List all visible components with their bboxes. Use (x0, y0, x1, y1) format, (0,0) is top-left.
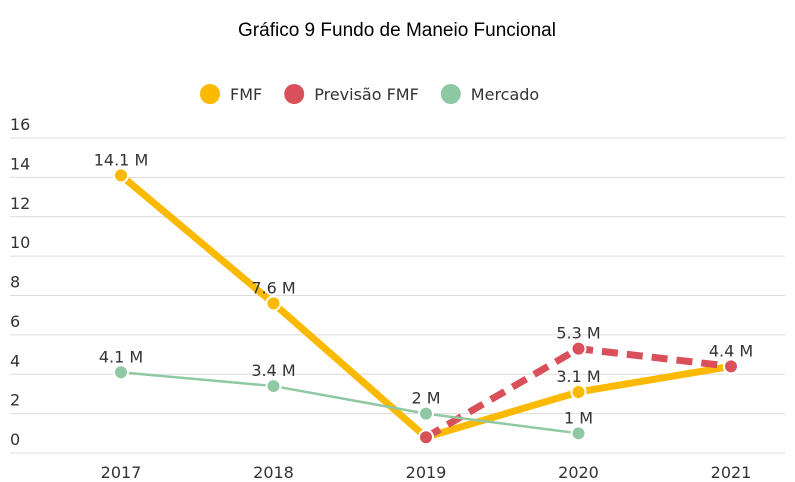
y-tick-label: 2 (10, 391, 20, 410)
point (265, 295, 282, 312)
point (418, 429, 434, 446)
legend-marker (284, 84, 305, 104)
point (570, 383, 587, 400)
y-tick-label: 14 (10, 154, 30, 173)
x-tick-label: 2021 (711, 463, 752, 482)
line (120, 371, 579, 435)
y-tick-label: 8 (10, 273, 20, 292)
y-tick-label: 4 (10, 351, 20, 370)
legend-label: Previsão FMF (314, 85, 419, 104)
point (113, 364, 129, 381)
y-tick-label: 12 (10, 194, 30, 213)
y-tick-label: 10 (10, 233, 30, 252)
legend-marker (200, 84, 220, 104)
data-label: 4.4 M (709, 341, 753, 360)
point (418, 405, 434, 422)
x-tick-label: 2018 (253, 463, 294, 482)
point (113, 167, 129, 184)
legend-marker (440, 84, 461, 104)
chart-title: Gráfico 9 Fundo de Maneio Funcional (238, 20, 556, 41)
point (570, 425, 587, 442)
legend-label: FMF (230, 85, 262, 104)
y-tick-label: 0 (10, 430, 20, 449)
data-label: 3.4 M (251, 361, 295, 380)
data-label: 2 M (411, 389, 440, 408)
x-tick-label: 2019 (406, 463, 447, 482)
data-label: 5.3 M (556, 324, 600, 343)
y-tick-label: 6 (10, 312, 20, 331)
legend-label: Mercado (471, 85, 539, 104)
x-tick-label: 2017 (101, 463, 142, 482)
point (265, 378, 282, 395)
x-tick-label: 2020 (558, 463, 599, 482)
data-label: 7.6 M (251, 278, 295, 297)
data-label: 4.1 M (99, 347, 143, 366)
point (723, 358, 739, 375)
data-label: 1 M (564, 408, 593, 427)
data-label: 14.1 M (94, 150, 149, 169)
data-label: 3.1 M (556, 367, 600, 386)
point (570, 340, 587, 357)
y-tick-label: 16 (10, 115, 30, 134)
